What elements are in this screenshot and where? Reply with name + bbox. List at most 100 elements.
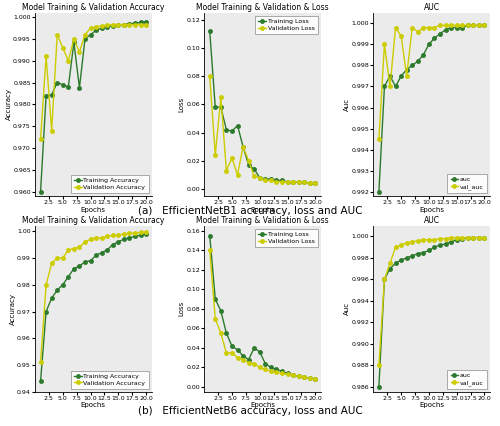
Training Accuracy	[98, 250, 104, 255]
Training Loss	[246, 357, 252, 362]
auc	[420, 250, 426, 255]
Validation Loss	[246, 360, 252, 365]
Title: Model Training & Validation Accuracy: Model Training & Validation Accuracy	[22, 216, 165, 225]
auc	[482, 235, 488, 240]
Validation Loss	[296, 374, 302, 379]
Validation Loss	[290, 179, 296, 184]
val_auc	[426, 237, 432, 242]
val_auc	[404, 240, 409, 245]
X-axis label: Epochs: Epochs	[81, 403, 106, 409]
auc	[398, 73, 404, 78]
Training Accuracy	[82, 36, 88, 41]
auc	[448, 239, 454, 245]
X-axis label: Epochs: Epochs	[419, 403, 444, 409]
Line: Training Accuracy: Training Accuracy	[39, 20, 148, 193]
Validation Accuracy	[38, 137, 44, 142]
Training Loss	[234, 347, 240, 352]
Training Loss	[212, 105, 218, 110]
auc	[432, 35, 438, 40]
Training Accuracy	[143, 19, 149, 24]
Validation Loss	[284, 179, 290, 184]
Training Loss	[262, 176, 268, 181]
Text: (a)   EfficientNetB1 accuracy, loss and AUC: (a) EfficientNetB1 accuracy, loss and AU…	[138, 206, 362, 216]
auc	[376, 189, 382, 194]
Validation Accuracy	[54, 32, 60, 37]
Training Loss	[256, 175, 262, 180]
Training Loss	[284, 371, 290, 376]
Validation Accuracy	[138, 230, 143, 235]
auc	[415, 59, 421, 64]
Training Accuracy	[138, 233, 143, 238]
val_auc	[470, 23, 476, 28]
Training Accuracy	[121, 22, 127, 27]
Validation Loss	[251, 361, 257, 366]
auc	[432, 245, 438, 250]
Validation Accuracy	[43, 282, 49, 287]
auc	[470, 235, 476, 240]
auc	[426, 248, 432, 253]
Y-axis label: Loss: Loss	[179, 97, 185, 112]
Validation Loss	[234, 172, 240, 177]
auc	[409, 63, 415, 68]
Training Loss	[279, 369, 285, 374]
Training Accuracy	[43, 93, 49, 98]
Training Accuracy	[66, 274, 71, 279]
Validation Accuracy	[93, 24, 99, 29]
Training Accuracy	[116, 23, 121, 28]
Validation Accuracy	[104, 234, 110, 239]
Title: Model Training & Validation & Loss: Model Training & Validation & Loss	[196, 3, 329, 12]
auc	[387, 73, 393, 78]
Validation Loss	[212, 153, 218, 158]
Training Loss	[274, 178, 280, 183]
val_auc	[415, 238, 421, 243]
Line: Validation Loss: Validation Loss	[208, 248, 317, 381]
auc	[437, 242, 443, 248]
Validation Loss	[234, 355, 240, 360]
Training Accuracy	[88, 258, 94, 263]
Training Accuracy	[38, 189, 44, 194]
Legend: Training Loss, Validation Loss: Training Loss, Validation Loss	[255, 229, 318, 247]
auc	[442, 242, 448, 247]
auc	[454, 25, 460, 30]
auc	[382, 277, 388, 282]
Validation Accuracy	[93, 235, 99, 240]
Validation Accuracy	[138, 22, 143, 27]
Validation Accuracy	[38, 360, 44, 365]
Training Accuracy	[132, 21, 138, 26]
auc	[392, 261, 398, 266]
Title: Model Training & Validation & Loss: Model Training & Validation & Loss	[196, 216, 329, 225]
Training Loss	[296, 179, 302, 184]
Y-axis label: Accuracy: Accuracy	[10, 293, 16, 325]
auc	[437, 31, 443, 36]
Validation Accuracy	[126, 22, 132, 27]
Validation Accuracy	[71, 246, 77, 251]
Training Accuracy	[98, 26, 104, 31]
auc	[404, 255, 409, 260]
auc	[476, 23, 482, 28]
Training Loss	[206, 29, 212, 34]
Training Accuracy	[132, 234, 138, 239]
auc	[382, 84, 388, 89]
Line: auc: auc	[377, 24, 486, 193]
Validation Accuracy	[60, 45, 66, 50]
Training Loss	[251, 167, 257, 172]
val_auc	[442, 236, 448, 241]
Legend: auc, val_auc: auc, val_auc	[448, 370, 487, 389]
Training Accuracy	[88, 32, 94, 37]
auc	[426, 42, 432, 47]
Validation Loss	[256, 365, 262, 370]
Training Loss	[246, 162, 252, 167]
Training Loss	[206, 233, 212, 238]
Training Loss	[268, 365, 274, 370]
Training Loss	[224, 331, 230, 336]
Legend: Training Loss, Validation Loss: Training Loss, Validation Loss	[255, 16, 318, 34]
Validation Accuracy	[82, 32, 88, 37]
val_auc	[376, 137, 382, 142]
Validation Loss	[268, 178, 274, 183]
val_auc	[409, 239, 415, 245]
Validation Loss	[262, 367, 268, 372]
val_auc	[387, 261, 393, 266]
Line: Validation Loss: Validation Loss	[208, 75, 317, 185]
Validation Accuracy	[71, 36, 77, 41]
Validation Loss	[229, 155, 235, 161]
